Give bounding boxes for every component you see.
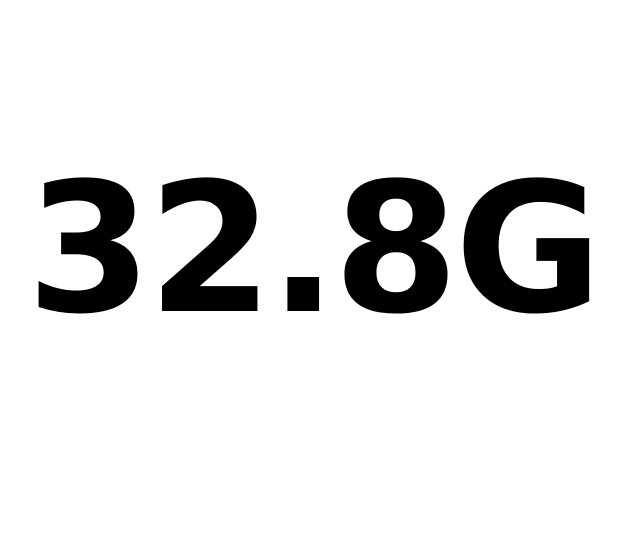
value-text: 32.8G [26,145,603,354]
